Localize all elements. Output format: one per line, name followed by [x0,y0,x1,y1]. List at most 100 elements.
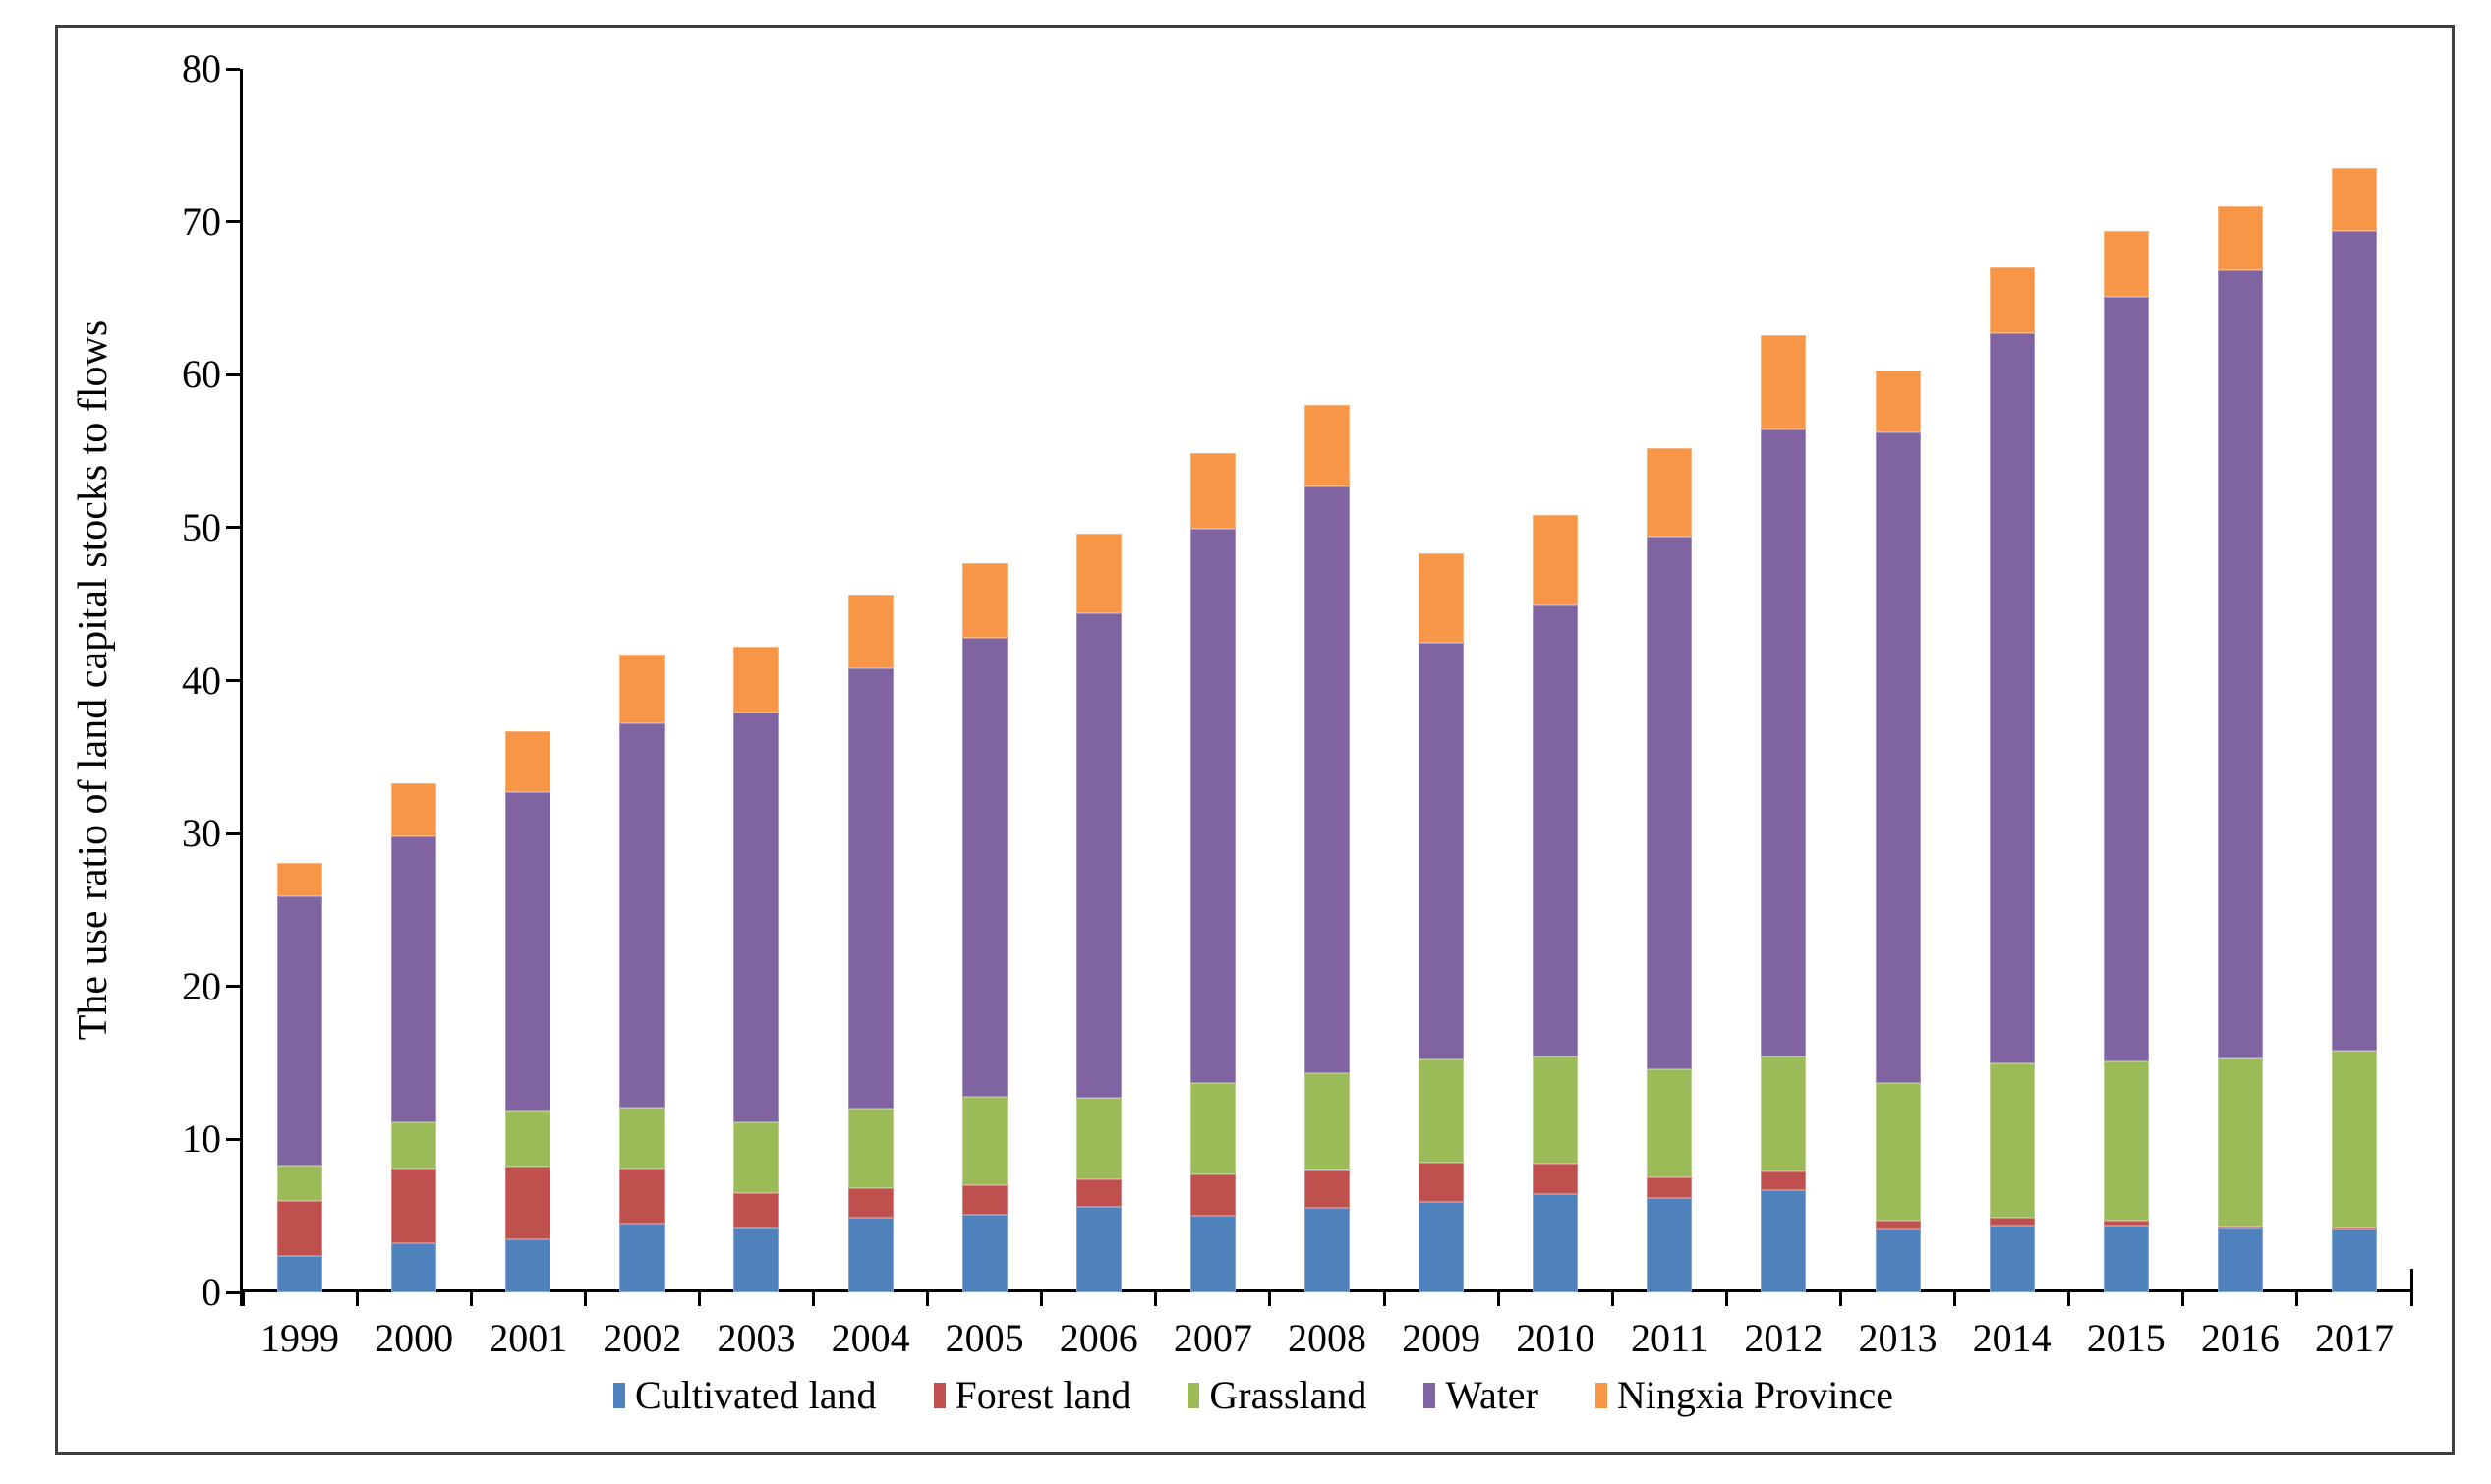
bar-2015-ningxia-province [2103,230,2149,297]
x-tick-mark [1268,1292,1272,1306]
x-tick-label: 2004 [831,1316,910,1360]
legend-label: Grassland [1209,1373,1367,1417]
y-tick-mark [226,372,240,376]
x-tick-label: 2007 [1173,1316,1252,1360]
bar-2011-water [1647,537,1693,1069]
legend-swatch-icon [1188,1382,1200,1408]
x-tick-label: 2003 [717,1316,796,1360]
bar-2001-ningxia-province [505,730,551,793]
bar-2003-ningxia-province [733,647,780,713]
bar-2017-grassland [2331,1051,2377,1228]
y-tick-mark [226,1137,240,1141]
legend-label: Cultivated land [635,1373,877,1417]
x-tick-label: 2017 [2314,1316,2394,1360]
bar-2015-forest-land [2103,1220,2149,1226]
y-tick-label: 50 [182,504,221,549]
bar-2007-cultivated-land [1189,1216,1236,1292]
bar-2012-forest-land [1761,1171,1807,1190]
x-tick-mark [355,1292,359,1306]
x-tick-label: 2002 [603,1316,682,1360]
bar-2009-forest-land [1419,1162,1465,1203]
bar-2014-grassland [1989,1062,2035,1218]
bar-2014-cultivated-land [1989,1225,2035,1292]
legend-item-forest-land: Forest land [933,1372,1130,1418]
legend-swatch-icon [1594,1382,1607,1408]
y-tick-label: 60 [182,352,221,397]
x-tick-label: 2005 [945,1316,1024,1360]
y-tick-mark [226,985,240,989]
bar-1999-water [277,895,323,1166]
bar-2002-grassland [619,1107,666,1169]
bar-2008-water [1304,485,1350,1074]
bar-2012-cultivated-land [1761,1189,1807,1292]
bar-2004-ningxia-province [847,595,894,669]
bar-2011-ningxia-province [1647,447,1693,538]
x-tick-label: 2014 [1972,1316,2052,1360]
legend-label: Water [1445,1373,1538,1417]
x-axis-end-tick [2409,1269,2413,1292]
x-tick-label: 2010 [1516,1316,1595,1360]
bar-2010-ningxia-province [1533,515,1579,606]
x-tick-label: 2001 [489,1316,568,1360]
bar-2011-grassland [1647,1068,1693,1178]
bar-2014-water [1989,333,2035,1063]
bar-2005-water [961,637,1008,1097]
bar-2001-cultivated-land [505,1238,551,1292]
y-tick-mark [226,679,240,682]
bar-2008-grassland [1304,1073,1350,1170]
bar-2006-grassland [1075,1098,1122,1179]
x-tick-mark [1724,1292,1728,1306]
bar-2010-forest-land [1533,1164,1579,1195]
bar-2014-forest-land [1989,1217,2035,1226]
x-tick-label: 2000 [375,1316,454,1360]
x-tick-mark [2295,1292,2299,1306]
bar-2001-water [505,792,551,1111]
bar-2013-forest-land [1875,1220,1921,1230]
x-tick-mark [1953,1292,1957,1306]
y-tick-label: 70 [182,199,221,244]
legend-item-ningxia-province: Ningxia Province [1594,1372,1893,1418]
legend-item-cultivated-land: Cultivated land [613,1372,877,1418]
x-tick-mark [697,1292,701,1306]
x-tick-label: 2012 [1744,1316,1824,1360]
bar-2003-water [733,713,780,1123]
bar-2000-water [391,836,437,1123]
y-axis-line [240,69,243,1306]
legend-label: Ningxia Province [1616,1373,1893,1417]
bar-2003-grassland [733,1122,780,1193]
bar-2002-ningxia-province [619,655,666,724]
legend-swatch-icon [1423,1382,1436,1408]
bar-2006-ningxia-province [1075,534,1122,614]
legend-swatch-icon [933,1382,946,1408]
x-tick-label: 2009 [1402,1316,1481,1360]
bar-2009-water [1419,642,1465,1060]
bar-2001-forest-land [505,1167,551,1239]
bar-2007-forest-land [1189,1174,1236,1217]
bar-2017-cultivated-land [2331,1229,2377,1292]
bar-2001-grassland [505,1110,551,1168]
legend-swatch-icon [613,1382,626,1408]
x-tick-label: 2013 [1858,1316,1938,1360]
bar-2013-grassland [1875,1082,1921,1221]
bar-2007-grassland [1189,1082,1236,1175]
bar-2008-cultivated-land [1304,1208,1350,1292]
y-tick-label: 30 [182,811,221,856]
bar-2005-forest-land [961,1185,1008,1215]
bar-2008-forest-land [1304,1170,1350,1209]
bar-2014-ningxia-province [1989,267,2035,334]
bar-2012-water [1761,429,1807,1057]
bar-2007-water [1189,529,1236,1083]
x-tick-mark [1496,1292,1500,1306]
bar-2016-grassland [2217,1057,2263,1227]
figure-border [55,25,2455,1455]
x-tick-label: 2008 [1287,1316,1366,1360]
y-tick-label: 20 [182,963,221,1008]
bar-2004-grassland [847,1109,894,1189]
bar-2013-ningxia-province [1875,370,1921,433]
bar-2017-forest-land [2331,1227,2377,1230]
bar-2004-cultivated-land [847,1217,894,1292]
bar-2015-grassland [2103,1061,2149,1221]
bar-2006-water [1075,613,1122,1099]
bar-2000-cultivated-land [391,1243,437,1292]
y-tick-mark [226,67,240,71]
